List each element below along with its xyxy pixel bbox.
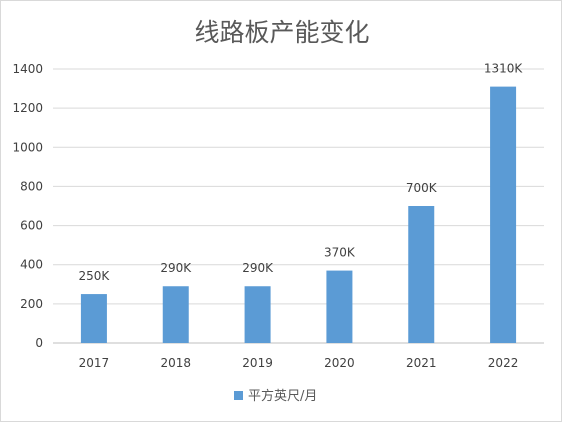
data-labels: 250K 290K 290K 370K 700K 1310K xyxy=(79,62,524,283)
data-label-2020: 370K xyxy=(324,246,356,260)
legend-swatch xyxy=(234,391,243,400)
y-tick-label: 800 xyxy=(20,179,43,193)
bar-2017 xyxy=(80,294,107,343)
data-label-2019: 290K xyxy=(242,261,274,275)
chart-title: 线路板产能变化 xyxy=(194,18,369,47)
y-tick-label: 1200 xyxy=(12,101,43,115)
y-axis-tick-labels: 0 200 400 600 800 1000 1200 1400 xyxy=(12,62,43,350)
bars xyxy=(80,86,517,343)
x-axis-tick-labels: 2017 2018 2019 2020 2021 2022 xyxy=(79,356,519,370)
x-tick-label-2022: 2022 xyxy=(488,356,519,370)
data-label-2021: 700K xyxy=(406,181,438,195)
bar-2020 xyxy=(326,270,353,343)
bar-2022 xyxy=(490,86,517,343)
x-tick-label-2020: 2020 xyxy=(324,356,355,370)
y-tick-label: 1000 xyxy=(12,140,43,154)
y-tick-label: 0 xyxy=(35,336,43,350)
y-tick-label: 600 xyxy=(20,219,43,233)
y-tick-label: 200 xyxy=(20,297,43,311)
legend: 平方英尺/月 xyxy=(234,388,317,404)
y-tick-label: 1400 xyxy=(12,62,43,76)
x-tick-label-2021: 2021 xyxy=(406,356,437,370)
x-tick-label-2019: 2019 xyxy=(242,356,273,370)
data-label-2018: 290K xyxy=(160,261,192,275)
data-label-2017: 250K xyxy=(79,269,111,283)
data-label-2022: 1310K xyxy=(484,62,524,76)
bar-2018 xyxy=(162,286,189,343)
legend-label: 平方英尺/月 xyxy=(248,388,317,404)
bar-2021 xyxy=(408,206,435,343)
x-tick-label-2018: 2018 xyxy=(160,356,191,370)
x-tick-label-2017: 2017 xyxy=(79,356,110,370)
y-tick-label: 400 xyxy=(20,258,43,272)
bar-2019 xyxy=(244,286,271,343)
gridlines xyxy=(53,68,544,344)
